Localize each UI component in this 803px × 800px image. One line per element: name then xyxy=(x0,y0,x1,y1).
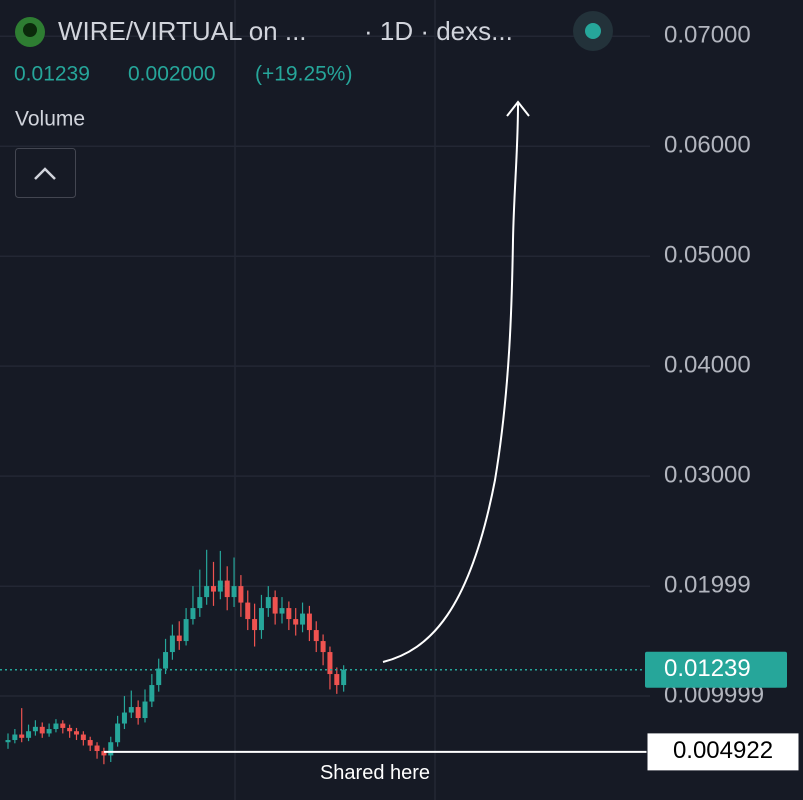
candles xyxy=(5,549,347,765)
change-pct: (+19.25%) xyxy=(255,63,352,86)
candle-body xyxy=(279,608,285,614)
candle-body xyxy=(19,734,25,738)
candle-body xyxy=(341,669,347,686)
collapse-button[interactable] xyxy=(15,148,76,198)
candle-body xyxy=(334,674,340,686)
candle-body xyxy=(306,613,312,631)
symbol: WIRE/VIRTUAL on ... xyxy=(58,16,307,46)
candle-body xyxy=(217,580,223,592)
candle-body xyxy=(87,740,93,746)
interval: · 1D · dexs... xyxy=(364,16,513,46)
annotation: Shared here xyxy=(320,762,430,784)
candle-body xyxy=(176,635,182,642)
token-icon-face xyxy=(23,23,37,37)
candle-body xyxy=(135,707,141,719)
candle-body xyxy=(224,580,230,598)
candle-body xyxy=(313,630,319,642)
arrow-head xyxy=(506,100,530,117)
candle-body xyxy=(46,729,52,734)
candle-body xyxy=(245,602,251,620)
candle-body xyxy=(163,652,169,669)
shared-price-label: 0.004922 xyxy=(673,737,773,764)
candle-body xyxy=(300,613,306,625)
candle-body xyxy=(149,685,155,702)
candle-body xyxy=(169,635,175,653)
candle-body xyxy=(211,586,216,592)
candle-body xyxy=(94,745,100,752)
y-tick-label: 0.07000 xyxy=(664,22,751,49)
y-tick-label: 0.06000 xyxy=(664,132,751,159)
candle-body xyxy=(39,726,45,734)
candle-body xyxy=(197,597,203,609)
last-price-header: 0.01239 xyxy=(14,63,90,86)
candle-body xyxy=(231,586,237,598)
grid xyxy=(0,0,650,800)
candle-body xyxy=(74,731,79,735)
status-dot xyxy=(585,23,601,39)
candle-body xyxy=(286,608,292,620)
candle-body xyxy=(204,586,210,598)
candle-body xyxy=(320,641,326,653)
candle-body xyxy=(67,727,73,732)
y-tick-label: 0.05000 xyxy=(664,242,751,269)
candle-body xyxy=(115,723,121,743)
candle-body xyxy=(156,668,162,686)
candle-body xyxy=(60,723,66,728)
candle-body xyxy=(238,586,244,603)
candle-body xyxy=(26,731,32,738)
candle-body xyxy=(265,597,271,609)
candle-body xyxy=(258,608,264,631)
y-tick-label: 0.04000 xyxy=(664,352,751,379)
candle-body xyxy=(108,742,114,756)
candle-body xyxy=(5,740,11,743)
y-tick-label: 0.01999 xyxy=(664,572,751,599)
candle-body xyxy=(121,712,127,724)
candle-body xyxy=(190,608,196,620)
candle-body xyxy=(101,751,107,756)
shared-price-box xyxy=(646,732,800,772)
last-price-box xyxy=(645,651,787,688)
y-tick-label: 0.03000 xyxy=(664,461,751,488)
arrow xyxy=(382,103,519,663)
candle-body xyxy=(142,701,148,719)
candle-body xyxy=(272,597,278,614)
volume-label: Volume xyxy=(15,108,85,131)
candle-body xyxy=(128,707,134,713)
candle-body xyxy=(327,652,333,675)
candle-body xyxy=(183,619,189,642)
candle-body xyxy=(12,734,18,741)
collapse-icon xyxy=(34,167,56,180)
candle-body xyxy=(293,619,299,625)
candle-body xyxy=(252,619,258,631)
candle-body xyxy=(53,723,59,730)
last-price-label: 0.01239 xyxy=(664,655,751,682)
change: 0.002000 xyxy=(128,63,216,86)
candle-body xyxy=(80,734,86,741)
candle-body xyxy=(32,726,38,732)
